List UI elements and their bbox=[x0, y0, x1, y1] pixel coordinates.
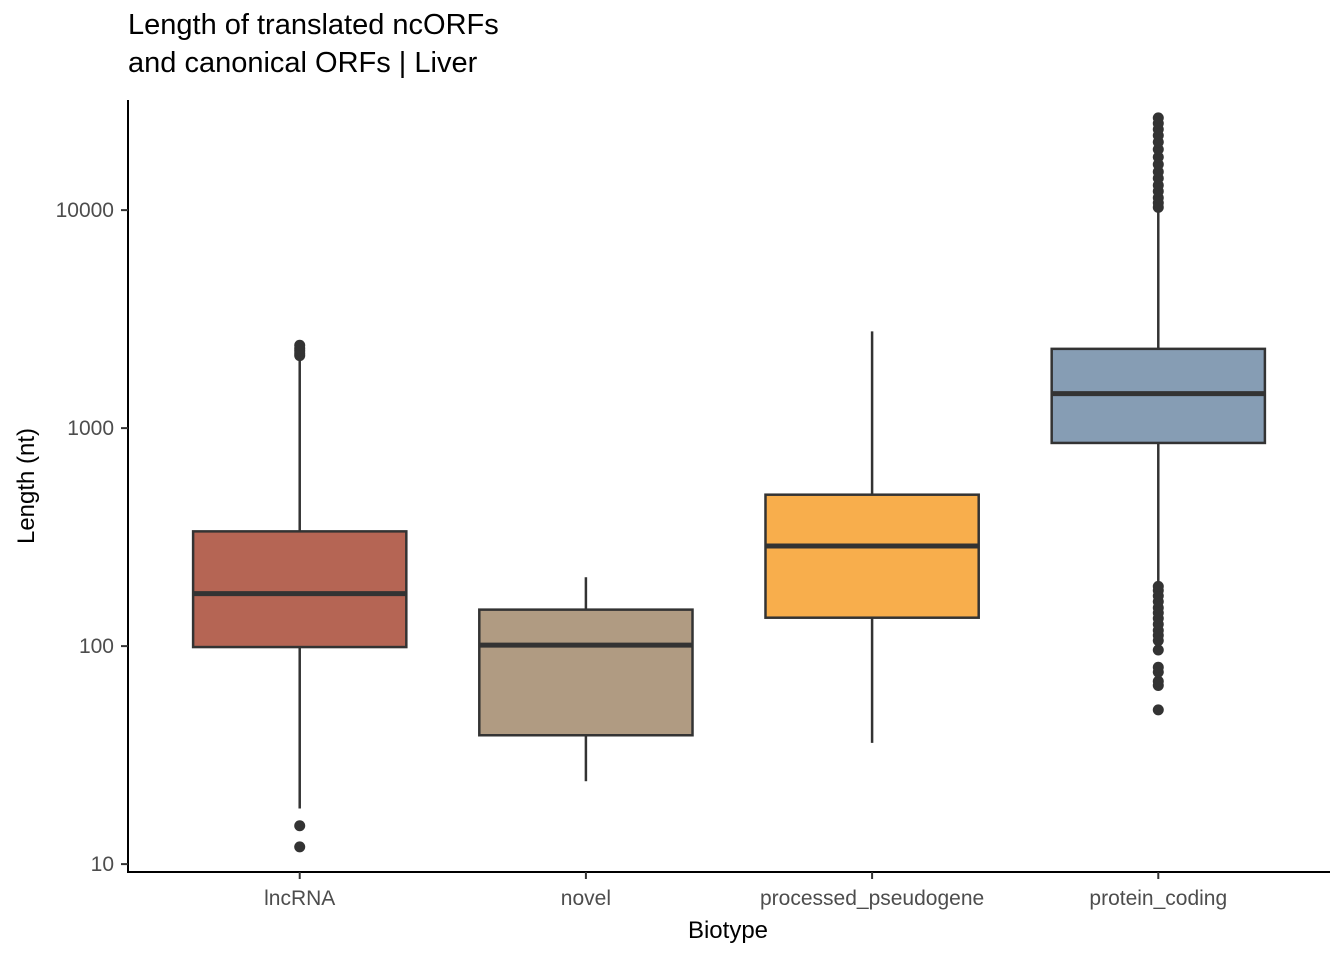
y-ticks: 10 100 1000 10000 bbox=[56, 199, 128, 876]
box-group-novel bbox=[478, 577, 694, 782]
y-tick-label: 1000 bbox=[67, 417, 114, 440]
y-axis-title: Length (nt) bbox=[13, 428, 40, 544]
box-body bbox=[478, 608, 694, 737]
x-tick-label: novel bbox=[561, 887, 611, 910]
x-tick-label: protein_coding bbox=[1089, 887, 1227, 910]
boxes-layer bbox=[191, 112, 1267, 853]
box-body bbox=[764, 493, 980, 619]
outlier-point bbox=[294, 339, 306, 351]
box-body bbox=[191, 530, 408, 649]
outlier-point bbox=[294, 820, 306, 832]
x-axis-title: Biotype bbox=[688, 917, 768, 944]
outlier-point bbox=[1152, 661, 1164, 673]
outlier-point bbox=[1152, 644, 1164, 656]
outlier-point bbox=[1152, 112, 1164, 124]
outlier-point bbox=[1152, 151, 1164, 163]
box-group-protein_coding bbox=[1050, 112, 1267, 716]
x-tick-label: processed_pseudogene bbox=[760, 887, 984, 910]
chart-title-line-1: Length of translated ncORFs bbox=[128, 9, 499, 41]
box-group-processed_pseudogene bbox=[764, 331, 980, 743]
box-group-lncRNA bbox=[191, 339, 408, 853]
x-ticks: lncRNA novel processed_pseudogene protein_c… bbox=[264, 872, 1227, 910]
outlier-point bbox=[1152, 704, 1164, 716]
outlier-point bbox=[1152, 580, 1164, 592]
y-tick-label: 100 bbox=[79, 635, 114, 658]
y-tick-label: 10 bbox=[91, 853, 114, 876]
outlier-point bbox=[1152, 675, 1164, 687]
y-tick-label: 10000 bbox=[56, 199, 114, 222]
chart-title-line-2: and canonical ORFs | Liver bbox=[128, 47, 478, 79]
x-tick-label: lncRNA bbox=[264, 887, 335, 910]
outlier-point bbox=[294, 841, 306, 853]
